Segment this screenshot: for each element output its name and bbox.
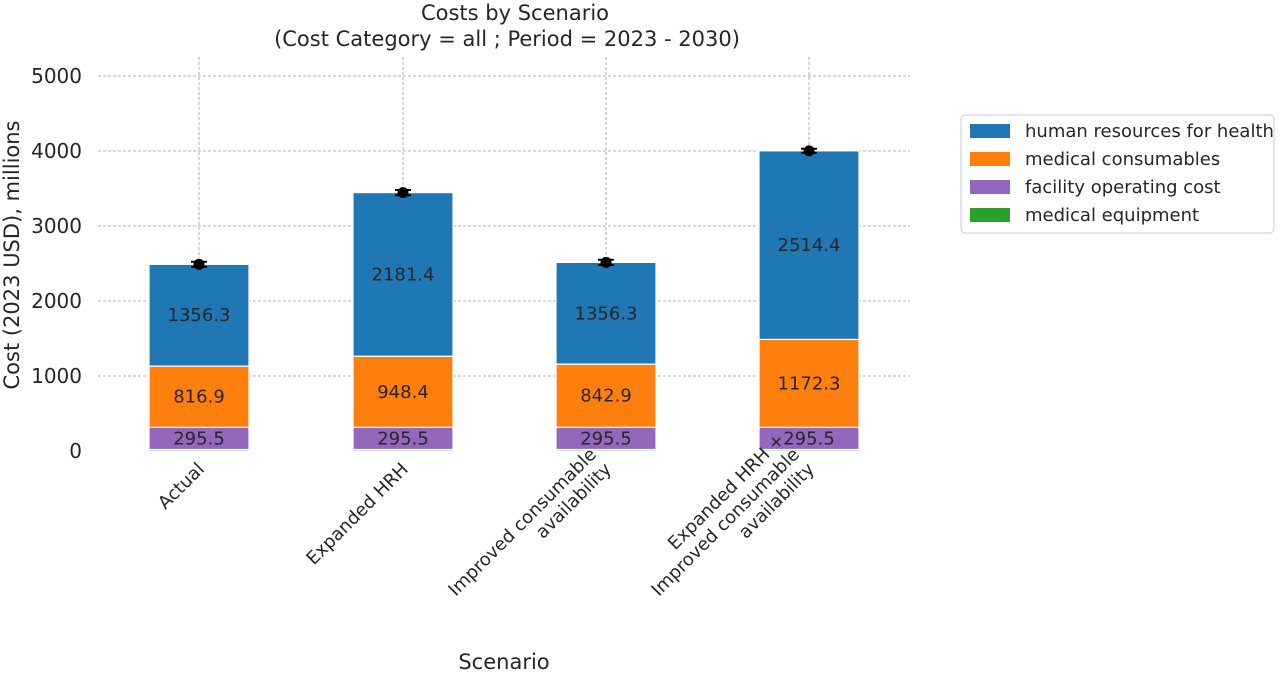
- bar-value-label: 295.5: [580, 428, 632, 449]
- total-point: [193, 258, 205, 270]
- y-tick-label: 2000: [31, 289, 82, 313]
- bar-value-label: 295.5: [173, 428, 225, 449]
- bar-segment: [352, 355, 454, 428]
- legend-swatch: [970, 124, 1010, 138]
- legend-label: medical consumables: [1025, 149, 1220, 170]
- bar-value-label: 816.9: [173, 387, 225, 408]
- bar-value-label: 1356.3: [168, 305, 231, 326]
- x-tick-label: Expanded HRH: [302, 459, 412, 569]
- y-axis-label: Cost (2023 USD), millions: [0, 121, 24, 390]
- x-tick-label-line: Actual: [154, 459, 209, 514]
- y-tick-label: 0: [69, 439, 82, 463]
- bar-value-label: 842.9: [580, 386, 632, 407]
- total-point: [397, 187, 409, 199]
- y-tick-label: 4000: [31, 139, 82, 163]
- legend-swatch: [970, 152, 1010, 166]
- bar-value-label: 2181.4: [372, 264, 435, 285]
- legend-swatch: [970, 180, 1010, 194]
- bar-value-label: 1172.3: [778, 373, 841, 394]
- bar-segment: [148, 263, 250, 367]
- x-tick-label-line: Improved consumable: [444, 444, 601, 601]
- y-tick-label: 3000: [31, 214, 82, 238]
- x-tick-label-line: Expanded HRH: [302, 459, 412, 569]
- legend-swatch: [970, 208, 1010, 222]
- legend: human resources for health medical consum…: [960, 114, 1275, 234]
- legend-label: medical equipment: [1025, 205, 1199, 226]
- x-tick-label: Expanded HRH +Improved consumableavailab…: [647, 429, 819, 601]
- y-tick-label: 1000: [31, 364, 82, 388]
- x-tick-label: Actual: [154, 459, 209, 514]
- bar-segment: [352, 192, 454, 357]
- bar-value-label: 948.4: [377, 382, 429, 403]
- legend-label: human resources for health: [1025, 121, 1274, 142]
- x-tick-label-line: Improved consumable: [647, 444, 804, 601]
- bar-value-label: 1356.3: [575, 303, 638, 324]
- chart-subtitle: (Cost Category = all ; Period = 2023 - 2…: [274, 27, 740, 51]
- y-tick-label: 5000: [31, 64, 82, 88]
- bar-segment: [758, 150, 860, 341]
- x-axis-label: Scenario: [458, 650, 549, 674]
- chart-title: Costs by Scenario: [421, 1, 609, 25]
- total-point: [803, 145, 815, 157]
- bar-segment: [148, 365, 250, 428]
- legend-label: facility operating cost: [1025, 177, 1221, 198]
- total-point: [600, 256, 612, 268]
- bar-value-label: 295.5: [377, 428, 429, 449]
- bar-value-label: 295.5: [783, 428, 835, 449]
- legend-frame: [960, 114, 1275, 234]
- bar-segment: [758, 338, 860, 428]
- bar-value-label: 2514.4: [778, 235, 841, 256]
